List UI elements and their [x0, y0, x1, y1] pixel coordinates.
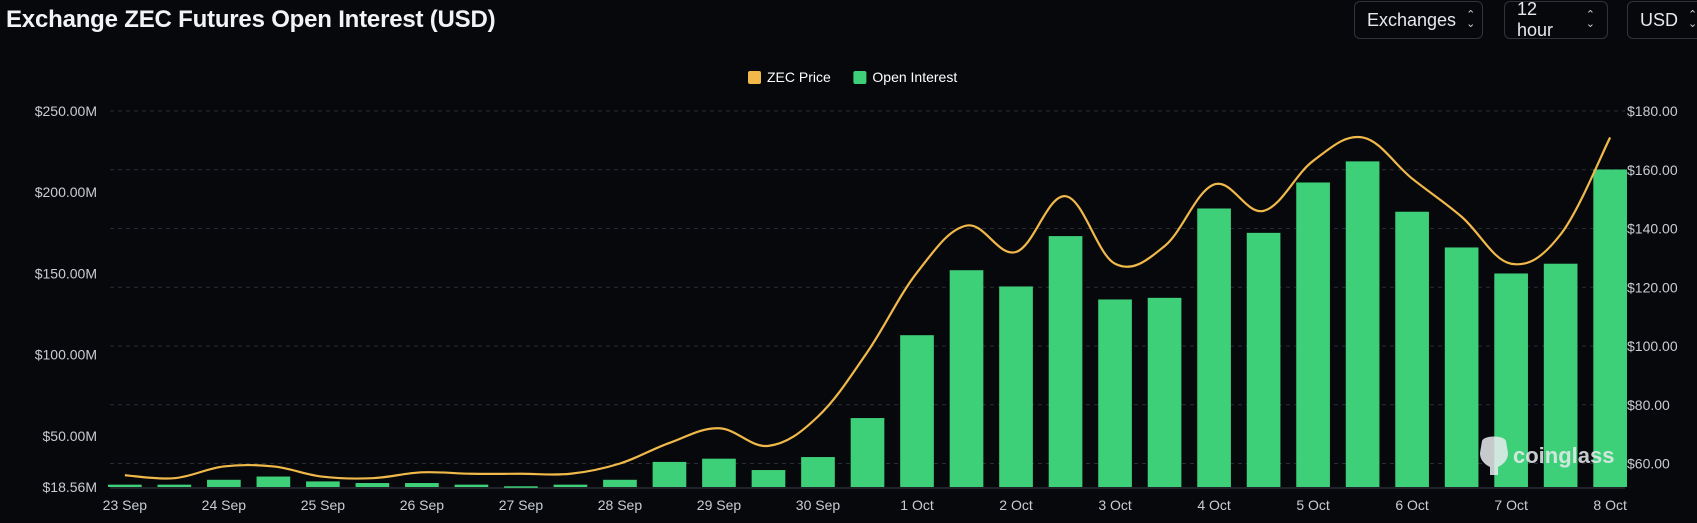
- legend-item-label[interactable]: ZEC Price: [767, 69, 831, 85]
- y-left-tick-label: $100.00M: [35, 347, 97, 363]
- open-interest-bar[interactable]: [1543, 263, 1578, 487]
- open-interest-bar[interactable]: [504, 486, 538, 488]
- y-right-tick-label: $100.00: [1627, 338, 1678, 354]
- x-tick-label: 6 Oct: [1395, 497, 1429, 513]
- chevron-up-down-icon: ⌃ ⌄: [1466, 9, 1476, 30]
- x-tick-label: 30 Sep: [796, 497, 841, 513]
- open-interest-bar[interactable]: [1296, 182, 1330, 487]
- chevron-up-down-icon: ⌃ ⌄: [1585, 9, 1595, 30]
- coinglass-watermark: coinglass: [1480, 436, 1614, 475]
- interval-select-label: 12 hour: [1517, 0, 1554, 40]
- open-interest-bar[interactable]: [850, 418, 885, 487]
- x-tick-label: 23 Sep: [103, 497, 148, 513]
- open-interest-bar[interactable]: [999, 286, 1033, 487]
- coinglass-logo-icon: [1480, 436, 1508, 475]
- open-interest-bar[interactable]: [801, 457, 835, 487]
- legend-swatch: [748, 71, 761, 84]
- x-tick-label: 29 Sep: [697, 497, 742, 513]
- legend-swatch: [853, 71, 867, 84]
- open-interest-bar[interactable]: [405, 483, 439, 487]
- open-interest-bar[interactable]: [1197, 208, 1231, 487]
- x-tick-label: 5 Oct: [1296, 497, 1330, 513]
- exchanges-select[interactable]: Exchanges ⌃ ⌄: [1354, 1, 1483, 39]
- open-interest-bar[interactable]: [553, 484, 588, 487]
- x-tick-label: 4 Oct: [1197, 497, 1231, 513]
- open-interest-bar[interactable]: [603, 479, 637, 487]
- open-interest-bar[interactable]: [1444, 247, 1479, 487]
- zec-price-line: [124, 135, 1612, 480]
- currency-select[interactable]: USD ⌃ ⌄: [1627, 1, 1697, 39]
- y-left-tick-label: $18.56M: [43, 479, 97, 495]
- open-interest-bar[interactable]: [949, 270, 984, 487]
- y-right-tick-label: $60.00: [1627, 456, 1670, 472]
- y-right-tick-label: $80.00: [1627, 397, 1670, 413]
- x-tick-label: 2 Oct: [999, 497, 1033, 513]
- open-interest-bar[interactable]: [1345, 161, 1380, 487]
- x-tick-label: 27 Sep: [499, 497, 544, 513]
- x-tick-label: 7 Oct: [1494, 497, 1528, 513]
- watermark-text: coinglass: [1513, 443, 1614, 468]
- open-interest-bar[interactable]: [1048, 236, 1083, 487]
- x-tick-label: 8 Oct: [1593, 497, 1627, 513]
- open-interest-bar[interactable]: [1147, 297, 1182, 487]
- open-interest-bar[interactable]: [702, 458, 736, 487]
- open-interest-bar[interactable]: [1395, 211, 1429, 487]
- open-interest-bar[interactable]: [900, 335, 934, 487]
- x-tick-label: 26 Sep: [400, 497, 445, 513]
- open-interest-bar[interactable]: [207, 479, 241, 487]
- interval-select[interactable]: 12 hour ⌃ ⌄: [1504, 0, 1608, 40]
- y-right-tick-label: $120.00: [1627, 279, 1678, 295]
- open-interest-bar[interactable]: [454, 484, 489, 487]
- exchanges-select-label: Exchanges: [1367, 9, 1457, 30]
- open-interest-bar[interactable]: [157, 484, 192, 487]
- y-left-tick-label: $150.00M: [35, 265, 97, 281]
- y-right-tick-label: $180.00: [1627, 103, 1678, 119]
- y-left-tick-label: $50.00M: [43, 428, 97, 444]
- open-interest-bar[interactable]: [751, 470, 786, 487]
- legend-item-label[interactable]: Open Interest: [872, 69, 957, 85]
- open-interest-bar[interactable]: [355, 483, 390, 487]
- y-left-tick-label: $250.00M: [35, 103, 97, 119]
- open-interest-bar[interactable]: [1098, 299, 1132, 487]
- x-tick-label: 28 Sep: [598, 497, 643, 513]
- x-tick-label: 24 Sep: [202, 497, 247, 513]
- y-left-tick-label: $200.00M: [35, 184, 97, 200]
- open-interest-bar[interactable]: [108, 484, 142, 487]
- y-right-tick-label: $160.00: [1627, 162, 1678, 178]
- page-title: Exchange ZEC Futures Open Interest (USD): [6, 6, 496, 33]
- currency-select-label: USD: [1640, 9, 1679, 30]
- open-interest-bar[interactable]: [1593, 169, 1627, 487]
- x-tick-label: 3 Oct: [1098, 497, 1132, 513]
- open-interest-bar[interactable]: [1246, 232, 1281, 487]
- open-interest-bar[interactable]: [652, 461, 687, 487]
- x-tick-label: 25 Sep: [301, 497, 346, 513]
- open-interest-bar[interactable]: [306, 481, 340, 487]
- x-tick-label: 1 Oct: [900, 497, 934, 513]
- y-right-tick-label: $140.00: [1627, 221, 1678, 237]
- open-interest-bar[interactable]: [256, 476, 291, 487]
- chevron-up-down-icon: ⌃ ⌄: [1688, 9, 1697, 30]
